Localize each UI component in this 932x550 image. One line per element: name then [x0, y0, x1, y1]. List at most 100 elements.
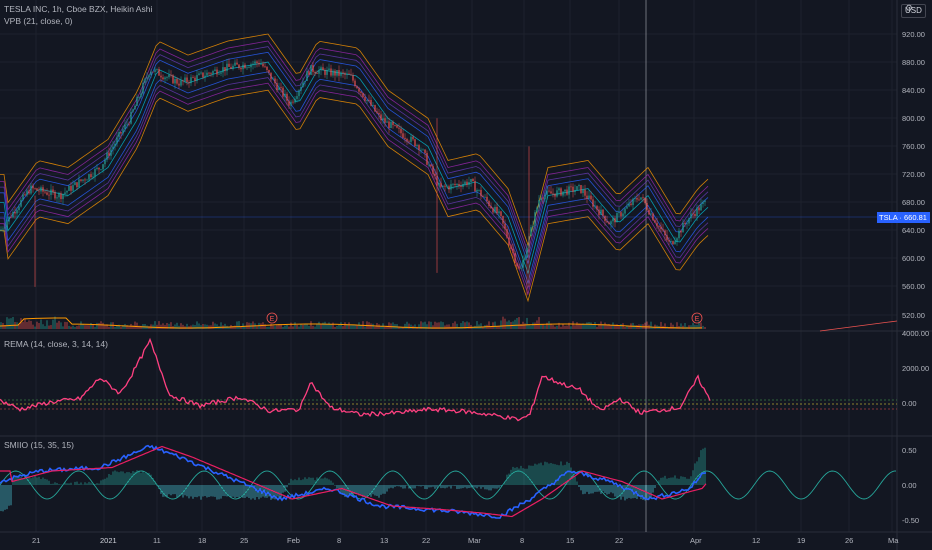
- smiio-histogram-bar: [542, 465, 544, 485]
- volume-bar: [60, 322, 62, 329]
- candle-body: [562, 191, 564, 196]
- volume-bar: [346, 324, 348, 329]
- volume-bar: [140, 325, 142, 329]
- smiio-histogram-bar: [240, 485, 242, 497]
- volume-bar: [308, 326, 310, 329]
- volume-bar: [480, 323, 482, 329]
- rema-legend[interactable]: REMA (14, close, 3, 14, 14): [4, 339, 108, 349]
- candle-body: [38, 190, 40, 192]
- candle-body: [370, 99, 372, 106]
- smiio-histogram-bar: [704, 447, 706, 485]
- volume-bar: [434, 321, 436, 329]
- smiio-histogram-bar: [516, 467, 518, 485]
- smiio-histogram-bar: [148, 472, 150, 485]
- candle-body: [690, 213, 692, 219]
- rema-axis-label: 0.00: [902, 399, 917, 408]
- candle-body: [32, 185, 34, 189]
- volume-bar: [204, 324, 206, 329]
- candle-body: [680, 230, 682, 233]
- candle-body: [694, 214, 696, 217]
- volume-bar: [428, 321, 430, 329]
- candle-body: [460, 185, 462, 188]
- smiio-histogram-bar: [186, 485, 188, 497]
- candle-body: [256, 61, 258, 63]
- volume-bar: [86, 325, 88, 329]
- candle-body: [402, 133, 404, 138]
- volume-bar: [238, 321, 240, 329]
- smiio-histogram-bar: [344, 485, 346, 497]
- smiio-histogram-bar: [346, 485, 348, 498]
- volume-bar: [240, 326, 242, 329]
- volume-bars: [0, 316, 706, 329]
- candle-body: [468, 182, 470, 185]
- volume-bar: [592, 325, 594, 329]
- candle-body: [506, 229, 508, 238]
- candle-body: [46, 192, 48, 195]
- trend-line[interactable]: [819, 320, 898, 332]
- candle-body: [494, 206, 496, 213]
- volume-bar: [672, 324, 674, 329]
- smiio-histogram-bar: [606, 485, 608, 495]
- smiio-histogram-bar: [444, 485, 446, 489]
- volume-bar: [46, 320, 48, 329]
- candle-body: [350, 74, 352, 76]
- smiio-histogram-bar: [104, 478, 106, 485]
- candle-body: [556, 190, 558, 197]
- smiio-axis-label: 0.50: [902, 446, 917, 455]
- earnings-marker[interactable]: E: [691, 312, 703, 324]
- volume-bar: [544, 325, 546, 329]
- smiio-histogram-bar: [10, 485, 12, 506]
- smiio-histogram-bar: [686, 478, 688, 485]
- smiio-histogram-bar: [586, 485, 588, 492]
- volume-bar: [12, 316, 14, 329]
- currency-button[interactable]: USD: [901, 4, 926, 18]
- volume-bar: [52, 319, 54, 329]
- volume-bar: [268, 326, 270, 329]
- volume-bar: [358, 322, 360, 329]
- candle-body: [384, 118, 386, 123]
- gear-icon[interactable]: ⚙: [905, 3, 914, 13]
- candle-body: [228, 63, 230, 67]
- candle-body: [430, 164, 432, 167]
- smiio-legend[interactable]: SMIIO (15, 35, 15): [4, 440, 74, 450]
- candle-body: [304, 80, 306, 83]
- candle-body: [298, 90, 300, 97]
- volume-bar: [316, 323, 318, 329]
- symbol-legend[interactable]: TESLA INC, 1h, Cboe BZX, Heikin Ashi: [4, 4, 153, 14]
- time-axis-label: 22: [422, 536, 431, 545]
- smiio-histogram-bar: [258, 485, 260, 500]
- volume-bar: [80, 321, 82, 329]
- smiio-histogram-bar: [552, 463, 554, 485]
- volume-bar: [432, 325, 434, 329]
- candle-body: [110, 149, 112, 156]
- vpb-legend[interactable]: VPB (21, close, 0): [4, 16, 73, 26]
- candle-body: [696, 207, 698, 217]
- volume-bar: [232, 326, 234, 329]
- smiio-histogram-bar: [194, 485, 196, 497]
- candle-body: [50, 189, 52, 195]
- smiio-histogram-bar: [604, 485, 606, 494]
- smiio-histogram-bar: [250, 485, 252, 500]
- candle-body: [176, 78, 178, 84]
- candle-body: [534, 212, 536, 226]
- smiio-histogram-bar: [234, 485, 236, 498]
- candle-body: [18, 206, 20, 211]
- smiio-histogram-bar: [96, 483, 98, 485]
- candle-body: [378, 112, 380, 115]
- smiio-histogram-bar: [548, 463, 550, 485]
- candle-body: [366, 99, 368, 101]
- smiio-histogram-bar: [208, 485, 210, 497]
- volume-bar: [440, 321, 442, 329]
- earnings-marker[interactable]: E: [266, 312, 278, 324]
- candle-body: [300, 87, 302, 91]
- time-axis-label: 8: [520, 536, 525, 545]
- candle-body: [406, 138, 408, 142]
- volume-bar: [228, 326, 230, 329]
- volume-bar: [420, 321, 422, 329]
- candle-body: [394, 125, 396, 126]
- volume-bar: [76, 326, 78, 329]
- volume-bar: [4, 324, 6, 329]
- candle-body: [586, 195, 588, 199]
- volume-bar: [282, 326, 284, 329]
